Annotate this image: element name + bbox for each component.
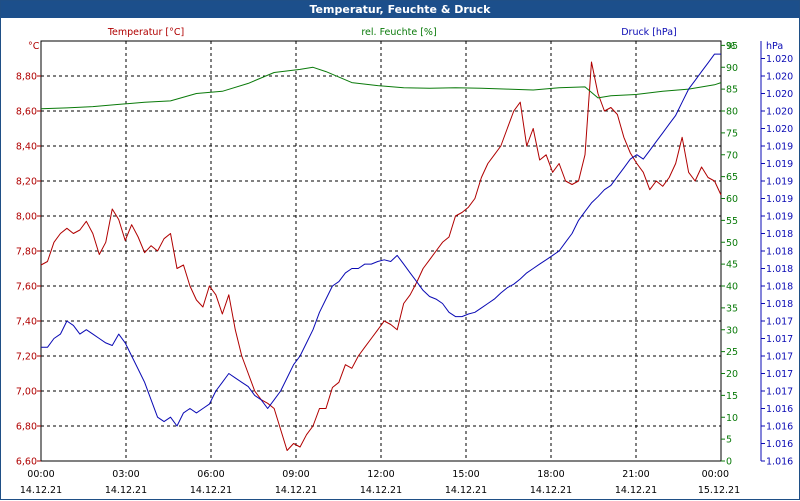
pressure-tick-label: 1.019 (766, 177, 793, 188)
x-tick-time: 15:00 (452, 469, 479, 480)
axes: 00:00 14.12.21 03:00 14.12.21 06:00 14.12.21 0… (16, 41, 793, 496)
temperature-tick-label: 8,00 (16, 212, 37, 223)
temperature-tick-label: 6,60 (16, 457, 37, 468)
temperature-tick-label: 8,20 (16, 177, 37, 188)
x-tick-date: 14.12.21 (445, 485, 487, 496)
temperature-tick-label: 7,00 (16, 387, 37, 398)
temperature-tick-label: 7,20 (16, 352, 37, 363)
pressure-series-line (41, 53, 721, 427)
humidity-axis-label: rel. Feuchte [%] (361, 27, 436, 38)
pressure-tick-label: 1.016 (766, 457, 793, 468)
pressure-tick-label: 1.018 (766, 247, 793, 258)
pressure-tick-label: 1.019 (766, 212, 793, 223)
humidity-tick-label: 30 (726, 325, 738, 336)
pressure-tick-label: 1.017 (766, 317, 793, 328)
x-tick-date: 14.12.21 (190, 485, 232, 496)
pressure-tick-label: 1.017 (766, 334, 793, 345)
temperature-tick-label: 8,60 (16, 107, 37, 118)
humidity-tick-label: 70 (726, 150, 738, 161)
pressure-tick-label: 1.017 (766, 352, 793, 363)
pressure-tick-label: 1.019 (766, 194, 793, 205)
x-tick-date: 14.12.21 (360, 485, 402, 496)
pressure-tick-label: 1.019 (766, 159, 793, 170)
series-layer (40, 53, 722, 451)
pressure-tick-label: 1.016 (766, 439, 793, 450)
humidity-unit: % (726, 41, 735, 52)
x-tick-date: 14.12.21 (105, 485, 147, 496)
humidity-tick-label: 40 (726, 282, 738, 293)
chart-title: Temperatur, Feuchte & Druck (1, 1, 799, 18)
x-tick-date: 14.12.21 (20, 485, 62, 496)
humidity-tick-label: 10 (726, 413, 738, 424)
pressure-tick-label: 1.020 (766, 72, 793, 83)
x-tick-date: 14.12.21 (530, 485, 572, 496)
temperature-tick-label: 7,60 (16, 282, 37, 293)
pressure-tick-label: 1.018 (766, 229, 793, 240)
temperature-tick-label: 6,80 (16, 422, 37, 433)
pressure-tick-label: 1.016 (766, 422, 793, 433)
temperature-tick-label: 8,80 (16, 72, 37, 83)
x-tick-time: 00:00 (702, 469, 729, 480)
pressure-tick-label: 1.016 (766, 404, 793, 415)
grid (40, 40, 722, 462)
humidity-series-line (40, 66, 722, 110)
pressure-unit: hPa (766, 41, 783, 52)
x-tick-time: 18:00 (537, 469, 564, 480)
pressure-tick-label: 1.018 (766, 264, 793, 275)
pressure-tick-label: 1.020 (766, 89, 793, 100)
x-tick-time: 09:00 (282, 469, 309, 480)
temperature-axis-label: Temperatur [°C] (107, 27, 184, 38)
pressure-tick-label: 1.018 (766, 282, 793, 293)
x-tick-date: 15.12.21 (698, 485, 740, 496)
humidity-tick-label: 35 (726, 303, 738, 314)
pressure-tick-label: 1.020 (766, 107, 793, 118)
humidity-tick-label: 95 (726, 41, 738, 52)
x-tick-time: 00:00 (27, 469, 54, 480)
humidity-tick-label: 20 (726, 369, 738, 380)
pressure-tick-label: 1.018 (766, 299, 793, 310)
temperature-tick-label: 7,40 (16, 317, 37, 328)
x-tick-time: 06:00 (197, 469, 224, 480)
humidity-tick-label: 85 (726, 85, 738, 96)
temperature-unit: °C (28, 41, 40, 52)
pressure-tick-label: 1.019 (766, 142, 793, 153)
x-tick-date: 14.12.21 (275, 485, 317, 496)
humidity-tick-label: 80 (726, 107, 738, 118)
temperature-tick-label: 8,40 (16, 142, 37, 153)
humidity-tick-label: 90 (726, 63, 738, 74)
pressure-tick-label: 1.020 (766, 124, 793, 135)
pressure-axis-label: Druck [hPa] (621, 27, 677, 38)
humidity-tick-label: 55 (726, 216, 738, 227)
pressure-tick-label: 1.017 (766, 387, 793, 398)
humidity-tick-label: 65 (726, 172, 738, 183)
humidity-tick-label: 15 (726, 391, 738, 402)
x-tick-time: 12:00 (367, 469, 394, 480)
humidity-tick-label: 75 (726, 128, 738, 139)
temperature-tick-label: 7,80 (16, 247, 37, 258)
pressure-tick-label: 1.017 (766, 369, 793, 380)
humidity-tick-label: 45 (726, 260, 738, 271)
pressure-tick-label: 1.020 (766, 54, 793, 65)
humidity-tick-label: 25 (726, 347, 738, 358)
x-tick-time: 21:00 (622, 469, 649, 480)
x-tick-date: 14.12.21 (615, 485, 657, 496)
humidity-tick-label: 60 (726, 194, 738, 205)
humidity-tick-label: 5 (726, 435, 732, 446)
x-tick-time: 03:00 (112, 469, 139, 480)
humidity-tick-label: 50 (726, 238, 738, 249)
humidity-tick-label: 0 (726, 457, 732, 468)
temperature-series-line (40, 61, 722, 451)
